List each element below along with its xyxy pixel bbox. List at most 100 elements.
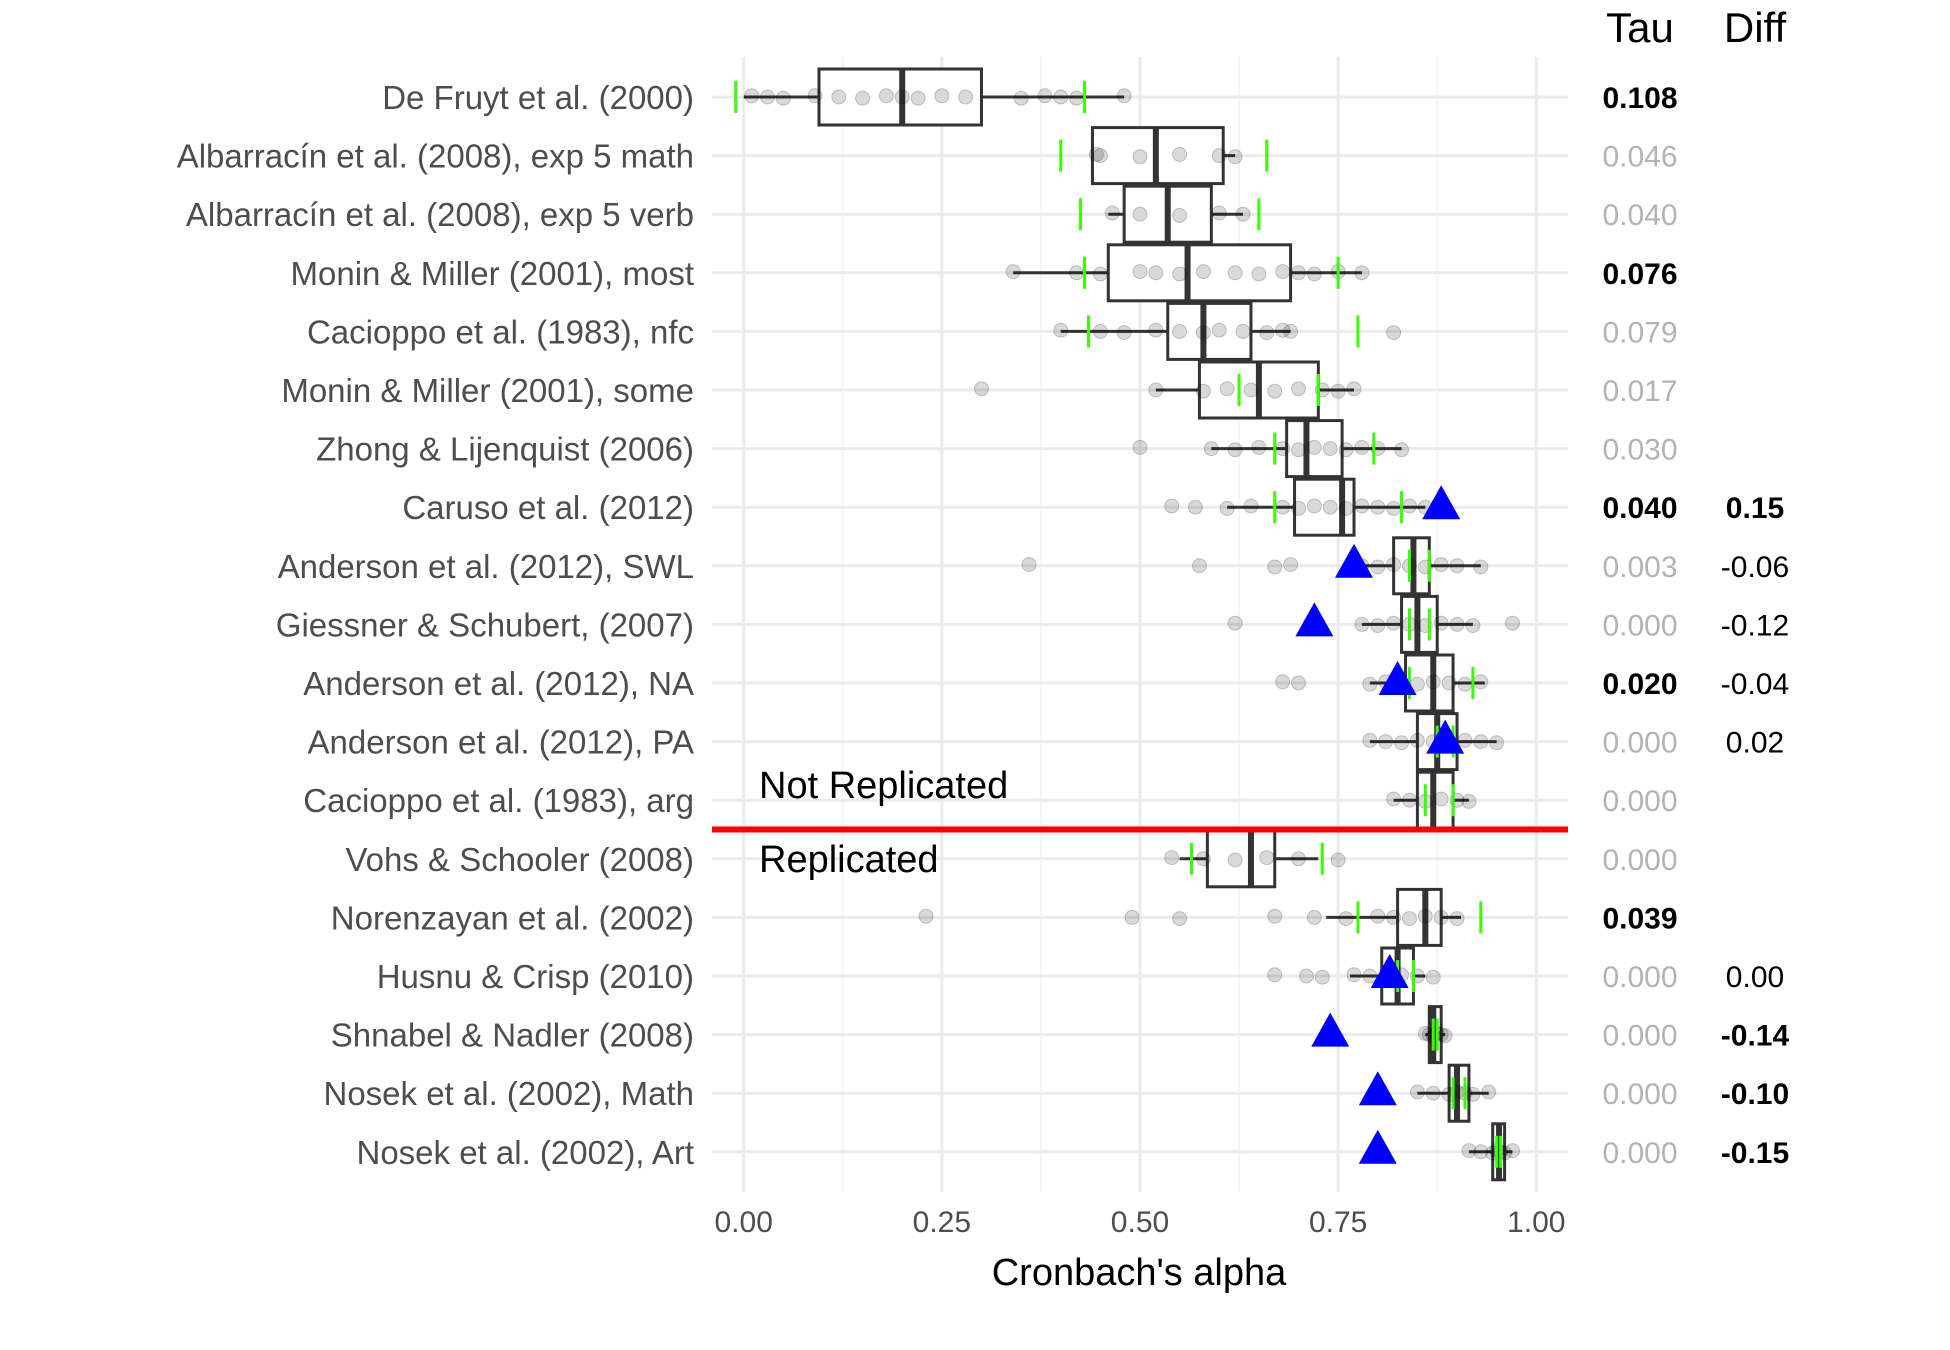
x-axis-title: Cronbach's alpha [992, 1252, 1287, 1294]
replication-point [1195, 851, 1211, 867]
replication-point [1132, 264, 1148, 280]
replication-point [1053, 322, 1069, 338]
box [1396, 887, 1443, 947]
diff-value: -0.10 [1721, 1078, 1789, 1111]
replication-point [1021, 557, 1037, 573]
replication-point [1386, 325, 1402, 341]
replication-point [1306, 439, 1322, 455]
replication-point [1291, 265, 1307, 281]
replication-point [1505, 1143, 1521, 1159]
tau-value: 0.040 [1602, 492, 1677, 525]
replication-point [1092, 266, 1108, 282]
study-label: Albarracín et al. (2008), exp 5 verb [186, 196, 694, 233]
replication-point [918, 908, 934, 924]
replication-point [1322, 499, 1338, 515]
replication-point [1275, 674, 1291, 690]
replication-point [1227, 149, 1243, 165]
replication-point [958, 89, 974, 105]
tau-value: 0.076 [1602, 258, 1677, 291]
diff-value: -0.12 [1721, 609, 1789, 642]
replication-point [1005, 264, 1021, 280]
replication-point [1164, 850, 1180, 866]
replication-point [831, 89, 847, 105]
replication-point [1314, 969, 1330, 985]
original-study-triangle [1335, 543, 1373, 578]
study-label: Monin & Miller (2001), most [291, 255, 694, 292]
replication-point [1259, 850, 1275, 866]
replication-point [1465, 1086, 1481, 1102]
study-label: Nosek et al. (2002), Math [323, 1075, 694, 1112]
box [1106, 243, 1293, 303]
replication-point [1306, 266, 1322, 282]
replication-point [1187, 499, 1203, 515]
original-study-triangle [1370, 954, 1409, 988]
tau-value: 0.046 [1602, 141, 1677, 174]
replication-point [1227, 615, 1243, 631]
replication-point [934, 88, 950, 104]
tau-value: 0.000 [1602, 844, 1677, 877]
replication-point [1481, 1084, 1497, 1100]
replication-point [1132, 206, 1148, 222]
replication-point [1473, 734, 1489, 750]
replication-point [894, 89, 910, 105]
replication-point [1275, 499, 1291, 515]
replication-point [1195, 383, 1211, 399]
replication-point [1243, 498, 1259, 514]
replication-point [1346, 381, 1362, 397]
replication-point [1203, 441, 1219, 457]
replication-point [1386, 615, 1402, 631]
replication-point [1394, 442, 1410, 458]
diff-value: 0.15 [1726, 492, 1784, 525]
replication-point [1409, 732, 1425, 748]
study-label: Vohs & Schooler (2008) [345, 841, 694, 878]
replication-point [1227, 852, 1243, 868]
study-label: Monin & Miller (2001), some [281, 372, 694, 409]
study-label: Anderson et al. (2012), SWL [278, 548, 694, 585]
replication-point [1267, 967, 1283, 983]
replication-point [1291, 381, 1307, 397]
replication-point [1433, 791, 1449, 807]
box [1166, 301, 1253, 361]
replication-point [1354, 498, 1370, 514]
replication-point [1219, 381, 1235, 397]
replication-point [1425, 674, 1441, 690]
not-replicated-label: Not Replicated [759, 765, 1008, 807]
replication-point [1195, 264, 1211, 280]
diff-value: -0.04 [1721, 668, 1789, 701]
replication-point [1449, 558, 1465, 574]
tau-value: 0.017 [1602, 375, 1677, 408]
replication-point [1235, 206, 1251, 222]
replication-point [775, 90, 791, 106]
replication-point [1104, 205, 1120, 221]
replication-point [1227, 265, 1243, 281]
original-study-triangle [1295, 602, 1334, 637]
replication-point [1267, 559, 1283, 575]
study-label: Norenzayan et al. (2002) [331, 899, 694, 936]
replication-point [1386, 557, 1402, 573]
replication-point [1386, 500, 1402, 516]
replication-point [1306, 909, 1322, 925]
replication-point [1362, 732, 1378, 748]
replication-point [1092, 323, 1108, 339]
x-tick-label: 1.00 [1507, 1206, 1565, 1239]
diff-value: -0.15 [1721, 1137, 1789, 1170]
replication-point [973, 381, 989, 397]
replication-point [878, 88, 894, 104]
replication-point [1425, 1085, 1441, 1101]
tau-value: 0.000 [1602, 1078, 1677, 1111]
replication-point [1172, 207, 1188, 223]
tau-value: 0.000 [1602, 961, 1677, 994]
replication-point [1164, 498, 1180, 514]
replication-point [1401, 911, 1417, 927]
replication-point [1211, 205, 1227, 221]
replication-point [1243, 382, 1259, 398]
replication-point [1069, 265, 1085, 281]
replication-point [1409, 1084, 1425, 1100]
x-tick-label: 0.50 [1111, 1206, 1169, 1239]
replication-point [910, 90, 926, 106]
replication-point [1298, 968, 1314, 984]
replication-point [1259, 325, 1275, 341]
replication-point [1148, 265, 1164, 281]
study-label: Shnabel & Nadler (2008) [331, 1017, 694, 1054]
